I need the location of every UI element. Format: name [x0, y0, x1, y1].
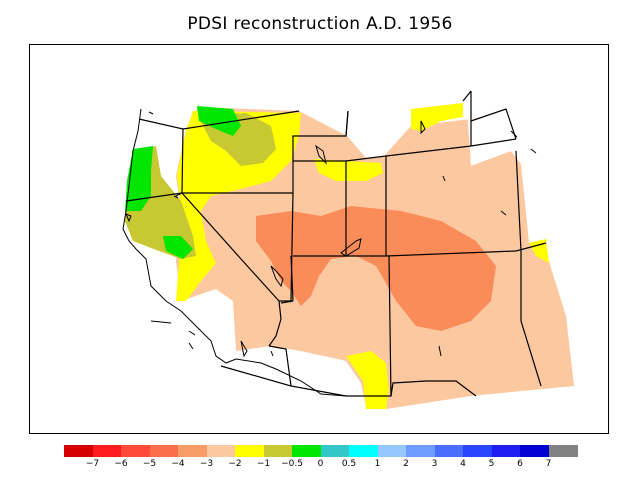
legend-label: −5 — [142, 459, 157, 469]
lakes — [125, 120, 537, 358]
legend-swatch — [434, 445, 464, 457]
map-title: PDSI reconstruction A.D. 1956 — [187, 14, 453, 34]
pdsi-region-mild-montana — [411, 103, 463, 131]
legend-label: 6 — [517, 459, 523, 469]
legend-swatch — [377, 445, 407, 457]
legend-label: 7 — [545, 459, 552, 469]
pdsi-map — [122, 90, 576, 409]
legend-swatch — [263, 445, 293, 457]
no-data-region-ne — [468, 91, 576, 243]
legend-swatch — [121, 445, 150, 457]
legend-label: 3 — [431, 459, 438, 469]
legend-label: 4 — [460, 459, 466, 469]
pdsi-region-mild-north — [176, 111, 301, 301]
legend-swatch — [520, 445, 549, 457]
legend-swatch — [206, 445, 236, 457]
coastline-islands — [148, 111, 196, 350]
pdsi-region-normal-idaho — [197, 106, 241, 136]
legend-label: −4 — [171, 459, 185, 469]
legend-swatch — [92, 445, 122, 457]
legend-swatch — [463, 445, 492, 457]
pdsi-region-mild-ks — [529, 239, 549, 263]
legend-label: −1 — [256, 459, 271, 469]
legend-swatch — [320, 445, 350, 457]
pdsi-region-mild-south — [346, 351, 389, 409]
legend-swatch — [178, 445, 207, 457]
pdsi-region-normal-oregon-s — [163, 236, 193, 259]
legend-label: 2 — [403, 459, 409, 469]
legend-label: 0.5 — [341, 459, 357, 469]
pdsi-region-severe-core — [256, 206, 496, 331]
legend-label: 1 — [374, 459, 381, 469]
legend-swatch — [349, 445, 378, 457]
legend-swatch — [64, 445, 93, 457]
legend-label: 0 — [317, 459, 324, 469]
legend-label: −3 — [199, 459, 214, 469]
legend-swatch — [235, 445, 264, 457]
legend-label: −7 — [85, 459, 100, 469]
coastline — [122, 108, 347, 397]
legend-swatch — [292, 445, 321, 457]
legend-swatch — [406, 445, 435, 457]
legend-label: −0.5 — [281, 459, 303, 469]
legend-swatch — [491, 445, 521, 457]
legend-label: −2 — [228, 459, 242, 469]
pdsi-region-mild-east — [314, 159, 383, 181]
map-frame — [29, 44, 609, 434]
state-boundaries — [125, 90, 547, 397]
legend-label: 5 — [488, 459, 495, 469]
legend-swatch — [548, 445, 578, 457]
legend-label: −6 — [114, 459, 128, 469]
legend-swatch — [149, 445, 179, 457]
